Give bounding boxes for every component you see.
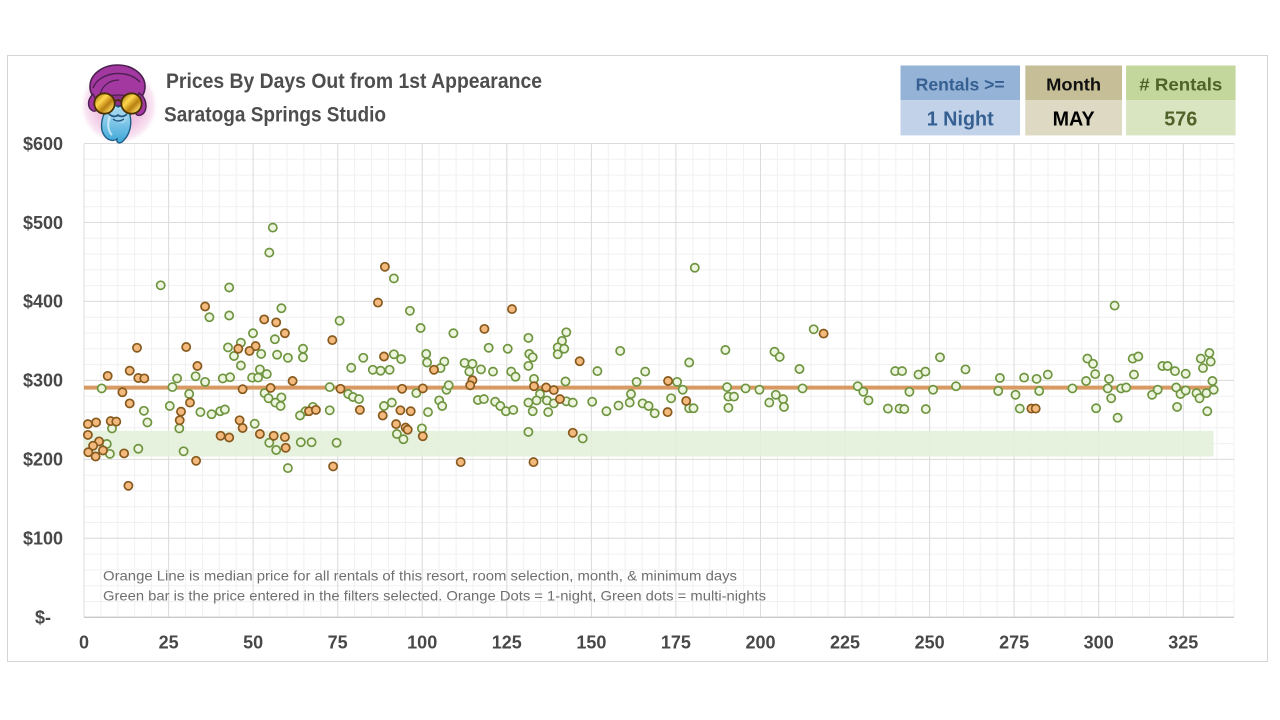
svg-text:Green bar is the price entered: Green bar is the price entered in the fi…: [103, 588, 766, 604]
svg-text:Month: Month: [1046, 75, 1101, 95]
svg-text:MAY: MAY: [1053, 109, 1096, 131]
svg-text:$300: $300: [23, 371, 63, 391]
svg-text:$400: $400: [23, 292, 63, 312]
svg-text:100: 100: [407, 633, 437, 653]
svg-text:50: 50: [243, 633, 263, 653]
svg-text:$100: $100: [23, 529, 63, 549]
svg-text:1 Night: 1 Night: [927, 109, 994, 131]
svg-text:$600: $600: [23, 134, 63, 154]
svg-text:Orange Line is median price fo: Orange Line is median price for all rent…: [103, 568, 737, 584]
svg-text:125: 125: [492, 633, 522, 653]
svg-text:175: 175: [661, 633, 691, 653]
svg-text:150: 150: [576, 633, 606, 653]
svg-text:200: 200: [745, 633, 775, 653]
svg-text:0: 0: [79, 633, 89, 653]
svg-text:250: 250: [915, 633, 945, 653]
svg-text:325: 325: [1168, 633, 1198, 653]
svg-text:576: 576: [1164, 109, 1197, 131]
svg-text:75: 75: [328, 633, 348, 653]
svg-text:$-: $-: [35, 608, 51, 628]
svg-text:Rentals >=: Rentals >=: [916, 75, 1005, 95]
svg-text:$500: $500: [23, 213, 63, 233]
svg-text:Saratoga Springs Studio: Saratoga Springs Studio: [164, 103, 386, 127]
svg-text:225: 225: [830, 633, 860, 653]
svg-text:300: 300: [1084, 633, 1114, 653]
svg-text:Prices By Days Out from 1st Ap: Prices By Days Out from 1st Appearance: [166, 69, 542, 93]
svg-text:# Rentals: # Rentals: [1139, 75, 1222, 95]
svg-text:$200: $200: [23, 450, 63, 470]
svg-text:25: 25: [159, 633, 179, 653]
svg-text:275: 275: [999, 633, 1029, 653]
